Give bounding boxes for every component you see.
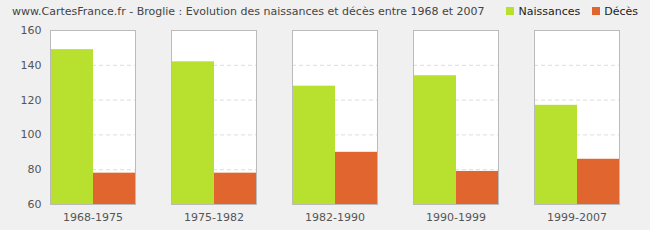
html-text:Décès: Décès xyxy=(604,4,638,18)
svg-text:1982-1990: 1982-1990 xyxy=(305,211,365,224)
svg-text:1975-1982: 1975-1982 xyxy=(184,211,244,224)
svg-text:140: 140 xyxy=(21,59,42,72)
svg-text:60: 60 xyxy=(28,198,42,211)
html-text:www.CartesFrance.fr - Broglie: www.CartesFrance.fr - Broglie : Evolutio… xyxy=(12,4,485,18)
svg-text:160: 160 xyxy=(21,24,42,37)
svg-text:120: 120 xyxy=(21,94,42,107)
svg-text:80: 80 xyxy=(28,163,42,176)
html-text:Naissances: Naissances xyxy=(518,4,581,18)
svg-text:100: 100 xyxy=(21,128,42,141)
svg-text:1990-1999: 1990-1999 xyxy=(426,211,486,224)
svg-text:1968-1975: 1968-1975 xyxy=(63,211,123,224)
svg-text:1999-2007: 1999-2007 xyxy=(547,211,607,224)
